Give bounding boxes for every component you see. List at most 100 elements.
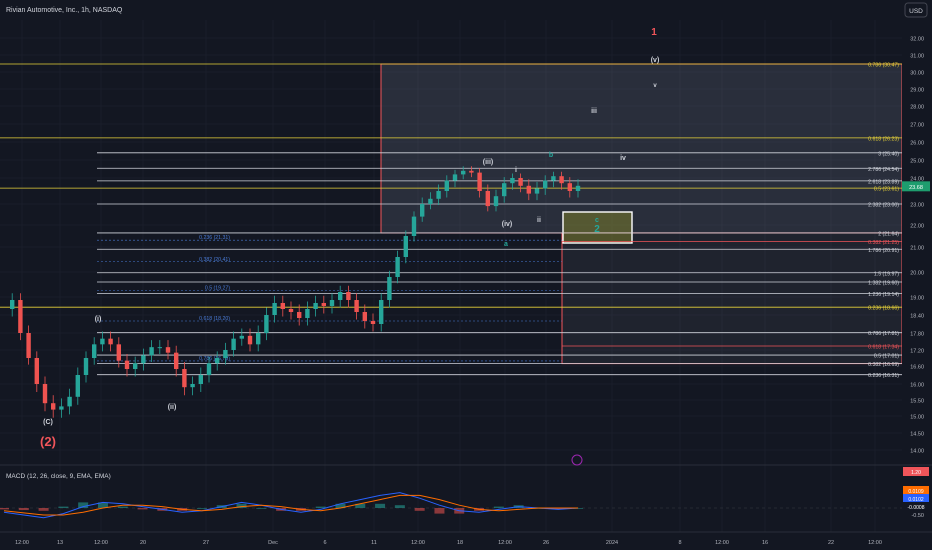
macd-histogram-bar xyxy=(394,505,405,508)
candle-body xyxy=(428,198,433,204)
price-tick-label: 30.00 xyxy=(910,71,924,77)
candle-body xyxy=(321,303,326,306)
candle-body xyxy=(354,300,359,312)
macd-histogram-bar xyxy=(97,502,108,508)
candle-body xyxy=(493,196,499,207)
wave-label: c xyxy=(595,217,599,224)
price-tick-label: 15.50 xyxy=(910,399,924,405)
candle-body xyxy=(231,338,236,350)
price-axis[interactable]: 14.00 14.50 15.00 15.50 16.00 16.60 17.20 17.80… xyxy=(902,20,932,465)
time-tick-label: 18 xyxy=(457,540,463,546)
candle-body xyxy=(559,176,564,184)
wave-label: iii xyxy=(591,108,597,115)
grid xyxy=(0,20,902,532)
macd-histogram-bar xyxy=(434,508,445,514)
time-tick-label: 26 xyxy=(543,540,549,546)
time-tick-label: 12:00 xyxy=(715,540,729,546)
candle-body xyxy=(256,333,261,345)
currency-button-label[interactable]: USD xyxy=(909,8,923,15)
fib-label: 2.382 (23.00) xyxy=(868,203,899,209)
candle-body xyxy=(59,406,64,410)
price-tick-label: 31.00 xyxy=(910,54,924,60)
fib-label: 0.236 (16.31) xyxy=(868,373,899,379)
macd-value-label: 0.0102 xyxy=(908,497,924,503)
candle-body xyxy=(92,344,97,358)
wave2-box xyxy=(562,211,633,244)
candle-body xyxy=(502,183,507,197)
price-tick-label: 24.00 xyxy=(910,177,924,183)
currency-button[interactable] xyxy=(904,2,928,18)
wave-label: 1 xyxy=(651,27,657,38)
candle-body xyxy=(379,300,384,324)
candle-body xyxy=(329,300,335,306)
time-axis[interactable]: 12:00 13 12:00 20 27 Dec 6 11 12:00 18 12:00 26 2024… xyxy=(0,531,932,546)
macd-histogram-bar xyxy=(18,508,29,511)
candle-body xyxy=(420,204,425,217)
candle-body xyxy=(100,338,105,345)
fib-label: 0.5 (23.61) xyxy=(874,187,899,193)
candle-body xyxy=(198,375,203,384)
price-tick-label: 21.00 xyxy=(910,246,924,252)
time-tick-label: 12:00 xyxy=(15,540,29,546)
candle-body xyxy=(165,347,171,353)
wave-label: i xyxy=(515,167,517,174)
fib-label: 1.786 (20.91) xyxy=(868,248,899,254)
blue-fib-label: 0.5 (19.27) xyxy=(205,285,230,291)
candle-body xyxy=(174,352,179,369)
macd-value-badge xyxy=(903,502,929,511)
macd-histogram-bar xyxy=(375,503,386,508)
last-price-badge xyxy=(902,181,930,192)
candle-body xyxy=(387,277,392,300)
candle-body xyxy=(42,384,48,404)
price-tick-label: 17.80 xyxy=(910,332,924,338)
macd-histogram-bar xyxy=(78,502,89,508)
fib-label: 2.786 (24.54) xyxy=(868,167,899,173)
macd-histogram-bar xyxy=(58,506,69,508)
price-tick-label: 22.00 xyxy=(910,224,924,230)
macd-title: MACD (12, 26, close, 9, EMA, EMA) xyxy=(6,473,111,480)
macd-value-badge xyxy=(903,467,929,476)
candle-body xyxy=(34,358,39,384)
wave-label: (ii) xyxy=(168,404,177,411)
price-tick-label: 15.00 xyxy=(910,415,924,421)
candle-body xyxy=(247,335,253,345)
fib-levels: 0.786 (30.47) 0.618 (26.23) 3 (25.40) 2.786… xyxy=(0,63,902,379)
candle-body xyxy=(526,185,531,194)
macd-value-badge xyxy=(903,486,929,495)
wave-label: 2 xyxy=(594,224,600,235)
candle-body xyxy=(182,369,187,388)
time-tick-label: 8 xyxy=(678,540,681,546)
fib-label: 0.236 (18.66) xyxy=(868,306,899,312)
candle-body xyxy=(313,303,318,309)
candle-body xyxy=(133,363,138,369)
wave-label: (iii) xyxy=(483,159,494,166)
fib-label: 1.382 (19.60) xyxy=(868,281,899,287)
time-tick-label: 16 xyxy=(762,540,768,546)
candle-body xyxy=(141,355,146,364)
time-tick-label: 2024 xyxy=(606,540,618,546)
time-tick-label: 12:00 xyxy=(411,540,425,546)
candle-body xyxy=(477,172,482,191)
time-tick-label: 12:00 xyxy=(94,540,108,546)
macd-tick-label: -0.50 xyxy=(911,513,924,519)
candle-body xyxy=(338,292,343,300)
price-tick-label: 27.00 xyxy=(910,123,924,129)
candle-body xyxy=(116,344,121,361)
candle-body xyxy=(157,347,162,349)
candle-body xyxy=(264,315,269,333)
candle-body xyxy=(461,170,466,175)
price-tick-label: 32.00 xyxy=(910,37,924,43)
price-tick-label: 16.00 xyxy=(910,383,924,389)
macd-histogram-bar xyxy=(117,506,128,508)
last-price-label: 23.68 xyxy=(909,185,923,191)
wave-label: (C) xyxy=(43,419,53,426)
macd-line xyxy=(3,492,579,519)
candle-body xyxy=(346,292,351,300)
fib-label: 3 (25.40) xyxy=(878,151,899,157)
candle-body xyxy=(403,236,408,257)
time-tick-label: 12:00 xyxy=(868,540,882,546)
